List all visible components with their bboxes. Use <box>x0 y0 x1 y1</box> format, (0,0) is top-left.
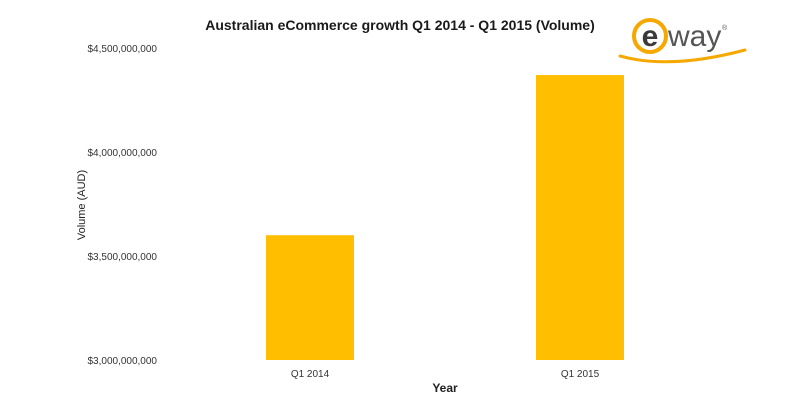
eway-logo: e way ® <box>618 18 747 64</box>
logo-swoosh <box>618 48 747 64</box>
x-tick-label: Q1 2014 <box>291 369 330 380</box>
y-axis-title: Volume (AUD) <box>76 170 88 240</box>
bar-q1-2015 <box>536 75 624 360</box>
y-tick-label: $3,500,000,000 <box>87 252 157 263</box>
x-axis: Q1 2014 Q1 2015 <box>291 369 600 380</box>
bars <box>266 75 624 360</box>
y-tick-label: $4,000,000,000 <box>87 148 157 159</box>
bar-q1-2014 <box>266 235 354 360</box>
chart-title: Australian eCommerce growth Q1 2014 - Q1… <box>205 17 595 33</box>
logo-e-ring <box>632 18 668 54</box>
logo-registered-mark: ® <box>722 24 728 32</box>
y-tick-label: $3,000,000,000 <box>87 356 157 367</box>
x-tick-label: Q1 2015 <box>561 369 600 380</box>
logo-wordmark: way <box>667 20 721 53</box>
y-tick-label: $4,500,000,000 <box>87 44 157 55</box>
y-axis: $3,000,000,000 $3,500,000,000 $4,000,000,0… <box>87 44 157 367</box>
logo-e-letter: e <box>642 20 659 53</box>
x-axis-title: Year <box>432 381 458 395</box>
